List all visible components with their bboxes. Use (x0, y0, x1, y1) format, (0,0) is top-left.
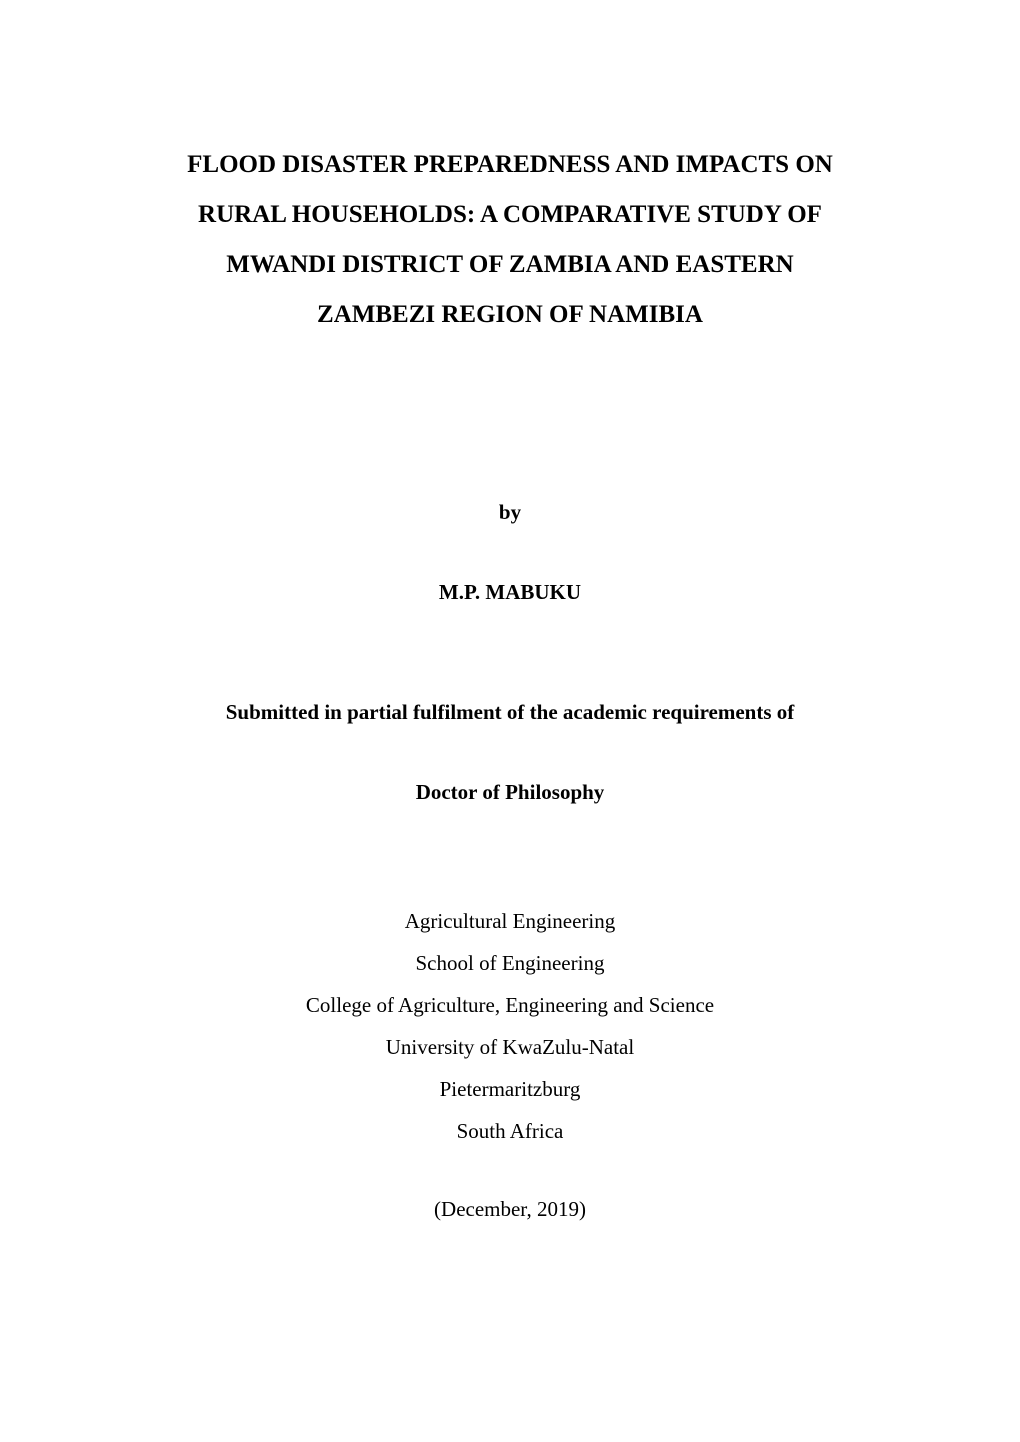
university: University of KwaZulu-Natal (306, 1026, 714, 1068)
school: School of Engineering (306, 942, 714, 984)
author-name: M.P. MABUKU (439, 580, 581, 605)
country: South Africa (306, 1110, 714, 1152)
degree-name: Doctor of Philosophy (416, 780, 605, 805)
title-line-2: RURAL HOUSEHOLDS: A COMPARATIVE STUDY OF (187, 190, 833, 240)
thesis-title: FLOOD DISASTER PREPAREDNESS AND IMPACTS … (187, 140, 833, 340)
title-line-1: FLOOD DISASTER PREPAREDNESS AND IMPACTS … (187, 140, 833, 190)
department: Agricultural Engineering (306, 900, 714, 942)
affiliation-block: Agricultural Engineering School of Engin… (306, 900, 714, 1152)
by-label: by (499, 500, 521, 525)
title-line-3: MWANDI DISTRICT OF ZAMBIA AND EASTERN (187, 240, 833, 290)
submitted-statement: Submitted in partial fulfilment of the a… (226, 700, 795, 725)
submission-date: (December, 2019) (434, 1197, 586, 1222)
title-page: FLOOD DISASTER PREPAREDNESS AND IMPACTS … (0, 0, 1020, 1442)
title-line-4: ZAMBEZI REGION OF NAMIBIA (187, 290, 833, 340)
city: Pietermaritzburg (306, 1068, 714, 1110)
college: College of Agriculture, Engineering and … (306, 984, 714, 1026)
